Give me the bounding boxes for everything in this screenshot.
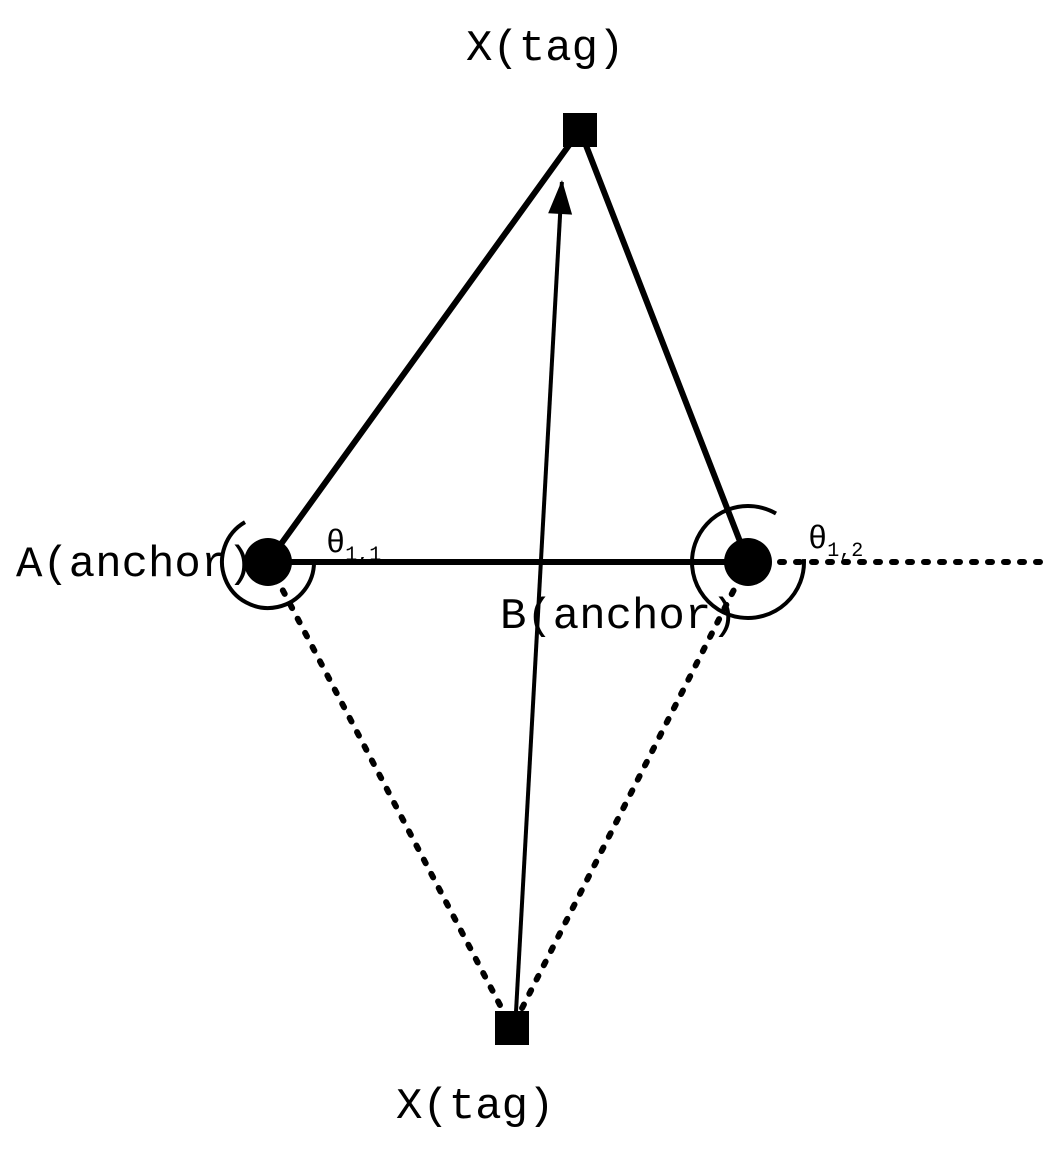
- geometry-diagram: X(tag) X(tag) A(anchor) B(anchor) θ1,1 θ1,2: [0, 0, 1059, 1149]
- label-theta11: θ1,1: [326, 525, 381, 567]
- label-X_top: X(tag): [466, 24, 624, 74]
- label-B: B(anchor): [500, 592, 738, 642]
- label-theta12: θ1,2: [808, 521, 863, 563]
- motion-arrow-head: [548, 180, 572, 215]
- edge-A-X_bot: [268, 562, 512, 1028]
- node-X_bot: [495, 1011, 529, 1045]
- edges: [268, 130, 1050, 1028]
- edge-B-X_top: [580, 130, 748, 562]
- label-X_bot: X(tag): [396, 1082, 554, 1132]
- node-X_top: [563, 113, 597, 147]
- node-B: [724, 538, 772, 586]
- edge-A-X_top: [268, 130, 580, 562]
- label-A: A(anchor): [16, 540, 254, 590]
